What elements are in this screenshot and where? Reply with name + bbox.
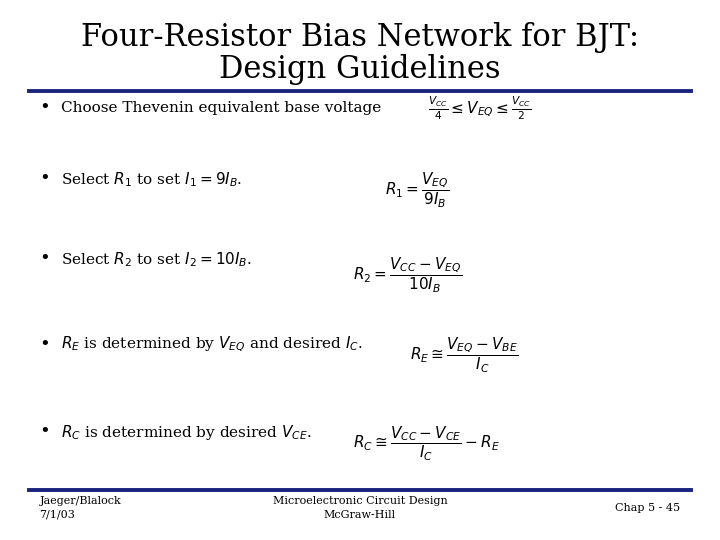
Text: $\frac{V_{CC}}{4} \leq V_{EQ} \leq \frac{V_{CC}}{2}$: $\frac{V_{CC}}{4} \leq V_{EQ} \leq \frac… [428,94,532,122]
Text: $R_C \cong \dfrac{V_{CC}-V_{CE}}{I_C} - R_E$: $R_C \cong \dfrac{V_{CC}-V_{CE}}{I_C} - … [353,425,500,463]
Text: Chap 5 - 45: Chap 5 - 45 [616,503,680,512]
Text: $R_1 = \dfrac{V_{EQ}}{9I_B}$: $R_1 = \dfrac{V_{EQ}}{9I_B}$ [385,170,450,210]
Text: $R_C$ is determined by desired $V_{CE}$.: $R_C$ is determined by desired $V_{CE}$. [61,422,312,442]
Text: •: • [40,335,50,354]
Text: Four-Resistor Bias Network for BJT:: Four-Resistor Bias Network for BJT: [81,22,639,53]
Text: Choose Thevenin equivalent base voltage: Choose Thevenin equivalent base voltage [61,101,382,115]
Text: Select $R_2$ to set $I_2 = 10I_B$.: Select $R_2$ to set $I_2 = 10I_B$. [61,250,252,268]
Text: Design Guidelines: Design Guidelines [219,53,501,85]
Text: Jaeger/Blalock
7/1/03: Jaeger/Blalock 7/1/03 [40,496,122,519]
Text: Select $R_1$ to set $I_1 = 9I_B$.: Select $R_1$ to set $I_1 = 9I_B$. [61,170,243,188]
Text: •: • [40,250,50,268]
Text: •: • [40,170,50,188]
Text: $R_E$ is determined by $V_{EQ}$ and desired $I_C$.: $R_E$ is determined by $V_{EQ}$ and desi… [61,335,363,354]
Text: $R_E \cong \dfrac{V_{EQ}-V_{BE}}{I_C}$: $R_E \cong \dfrac{V_{EQ}-V_{BE}}{I_C}$ [410,335,518,375]
Text: $R_2 = \dfrac{V_{CC}-V_{EQ}}{10I_B}$: $R_2 = \dfrac{V_{CC}-V_{EQ}}{10I_B}$ [353,255,462,295]
Text: •: • [40,99,50,117]
Text: Microelectronic Circuit Design
McGraw-Hill: Microelectronic Circuit Design McGraw-Hi… [273,496,447,519]
Text: •: • [40,423,50,441]
